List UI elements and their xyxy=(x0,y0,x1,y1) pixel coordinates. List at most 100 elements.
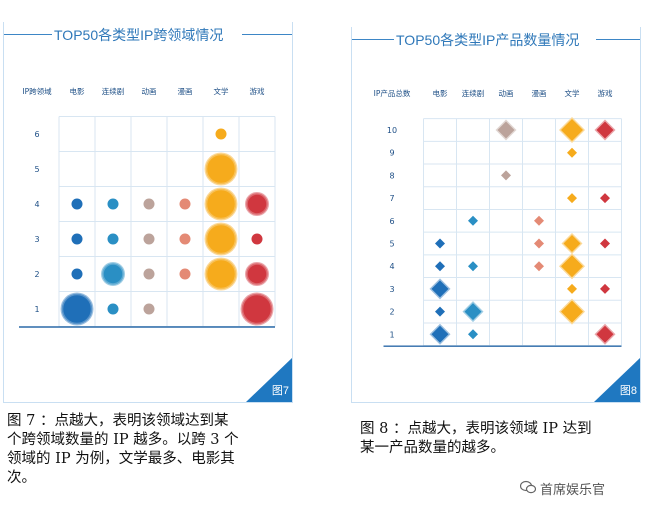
data-point xyxy=(71,198,83,210)
chart-fig8: IP产品总数 电影 连续剧 动画 漫画 文学 游戏 10 9 8 7 6 5 4 3 2 1 xyxy=(374,88,622,347)
data-point xyxy=(179,198,191,210)
data-point xyxy=(179,268,191,280)
column-header: 电影 xyxy=(433,88,448,98)
data-point xyxy=(143,268,155,280)
data-point xyxy=(107,233,119,245)
data-point xyxy=(241,293,273,325)
caption-line: 图 7 ：点越大，表明该领域达到某 xyxy=(7,413,229,429)
data-point xyxy=(102,263,124,285)
data-point xyxy=(567,193,577,204)
data-point xyxy=(143,233,155,245)
data-point xyxy=(179,233,191,245)
column-header: 电影 xyxy=(70,86,85,96)
row-label: 9 xyxy=(389,149,394,158)
data-point xyxy=(143,303,155,315)
data-point xyxy=(107,198,119,210)
data-point xyxy=(205,188,237,220)
data-point xyxy=(71,268,83,280)
data-point xyxy=(246,193,268,215)
row-header-label: IP跨领域 xyxy=(22,86,52,96)
column-header: 文学 xyxy=(214,86,229,96)
chart-fig7: IP跨领域 电影 连续剧 动画 漫画 文学 游戏 6 5 4 3 2 1 xyxy=(19,86,276,328)
data-point xyxy=(205,223,237,255)
row-header-label: IP产品总数 xyxy=(374,88,411,98)
title-rule-left xyxy=(352,39,394,40)
grid xyxy=(58,116,276,327)
caption-line: 次。 xyxy=(7,470,36,486)
data-point xyxy=(600,193,610,204)
corner-badge-fig8 xyxy=(594,358,640,402)
row-label: 3 xyxy=(34,235,39,244)
column-header: 连续剧 xyxy=(462,88,485,98)
data-point xyxy=(143,198,155,210)
row-label: 2 xyxy=(34,270,39,279)
data-point xyxy=(435,306,445,317)
data-point xyxy=(435,261,445,272)
chart-title-fig7: TOP50各类型IP跨领域情况 xyxy=(54,27,224,43)
column-header: 漫画 xyxy=(532,88,547,98)
watermark-text: 首席娱乐官 xyxy=(540,483,606,498)
column-header: 文学 xyxy=(565,88,580,98)
figure-label-fig7: 图7 xyxy=(271,385,289,397)
caption-line: 领域的 IP 为例，文学最多、电影其 xyxy=(7,451,235,467)
data-point xyxy=(464,303,482,321)
data-point xyxy=(497,121,515,139)
data-point xyxy=(468,261,478,272)
data-point xyxy=(501,170,511,181)
row-label: 6 xyxy=(34,130,39,139)
data-point xyxy=(534,238,544,249)
caption-fig7: 图 7 ：点越大，表明该领域达到某 个跨领域数量的 IP 越多。以跨 3 个 领… xyxy=(7,412,307,488)
data-point xyxy=(600,238,610,249)
chart-title-fig8: TOP50各类型IP产品数量情况 xyxy=(396,32,580,48)
column-header: 漫画 xyxy=(178,86,193,96)
column-header: 游戏 xyxy=(250,86,265,96)
column-header: 动画 xyxy=(499,88,514,98)
data-point xyxy=(246,263,268,285)
data-point xyxy=(61,293,93,325)
caption-fig8: 图 8 ：点越大，表明该领域 IP 达到 某一产品数量的越多。 xyxy=(360,420,660,458)
data-point xyxy=(596,121,614,139)
data-point xyxy=(567,283,577,294)
row-label: 4 xyxy=(389,262,394,271)
row-label: 3 xyxy=(389,285,394,294)
data-point xyxy=(251,233,263,245)
row-label: 4 xyxy=(34,200,39,209)
data-point xyxy=(107,303,119,315)
data-point xyxy=(596,325,614,343)
corner-badge-fig7 xyxy=(246,358,292,402)
data-point xyxy=(561,300,583,323)
wechat-icon xyxy=(520,480,536,494)
chart-panel-fig8: TOP50各类型IP产品数量情况 IP产品总数 电影 连续剧 动画 漫画 文学 游戏 10 9 8… xyxy=(351,27,641,403)
data-point xyxy=(435,238,445,249)
data-point xyxy=(468,215,478,226)
row-label: 1 xyxy=(34,305,39,314)
data-point xyxy=(563,235,581,252)
data-point xyxy=(567,147,577,158)
row-label: 5 xyxy=(389,240,394,249)
data-point xyxy=(205,153,237,185)
figure-label-fig8: 图8 xyxy=(619,385,637,397)
row-label: 2 xyxy=(389,308,394,317)
title-rule-right xyxy=(242,34,292,35)
caption-line: 图 8 ：点越大，表明该领域 IP 达到 xyxy=(360,421,592,437)
row-label: 7 xyxy=(389,194,394,203)
row-label: 5 xyxy=(34,165,39,174)
column-header: 动画 xyxy=(142,86,157,96)
data-point xyxy=(561,255,583,278)
data-point xyxy=(534,261,544,272)
data-point xyxy=(561,119,583,141)
data-point xyxy=(71,233,83,245)
grid xyxy=(423,118,622,347)
caption-line: 个跨领域数量的 IP 越多。以跨 3 个 xyxy=(7,432,239,448)
data-point xyxy=(215,128,227,140)
row-label: 1 xyxy=(389,330,394,339)
data-point xyxy=(534,215,544,226)
column-header: 游戏 xyxy=(598,88,613,98)
data-point xyxy=(468,329,478,340)
title-rule-left xyxy=(4,34,52,35)
column-header: 连续剧 xyxy=(102,86,125,96)
data-point xyxy=(431,325,449,343)
data-point xyxy=(205,258,237,290)
chart-panel-fig7: TOP50各类型IP跨领域情况 IP跨领域 电影 连续剧 动画 漫画 文学 游戏 6 5 4 3 2 1… xyxy=(3,22,293,403)
row-label: 8 xyxy=(389,171,394,180)
